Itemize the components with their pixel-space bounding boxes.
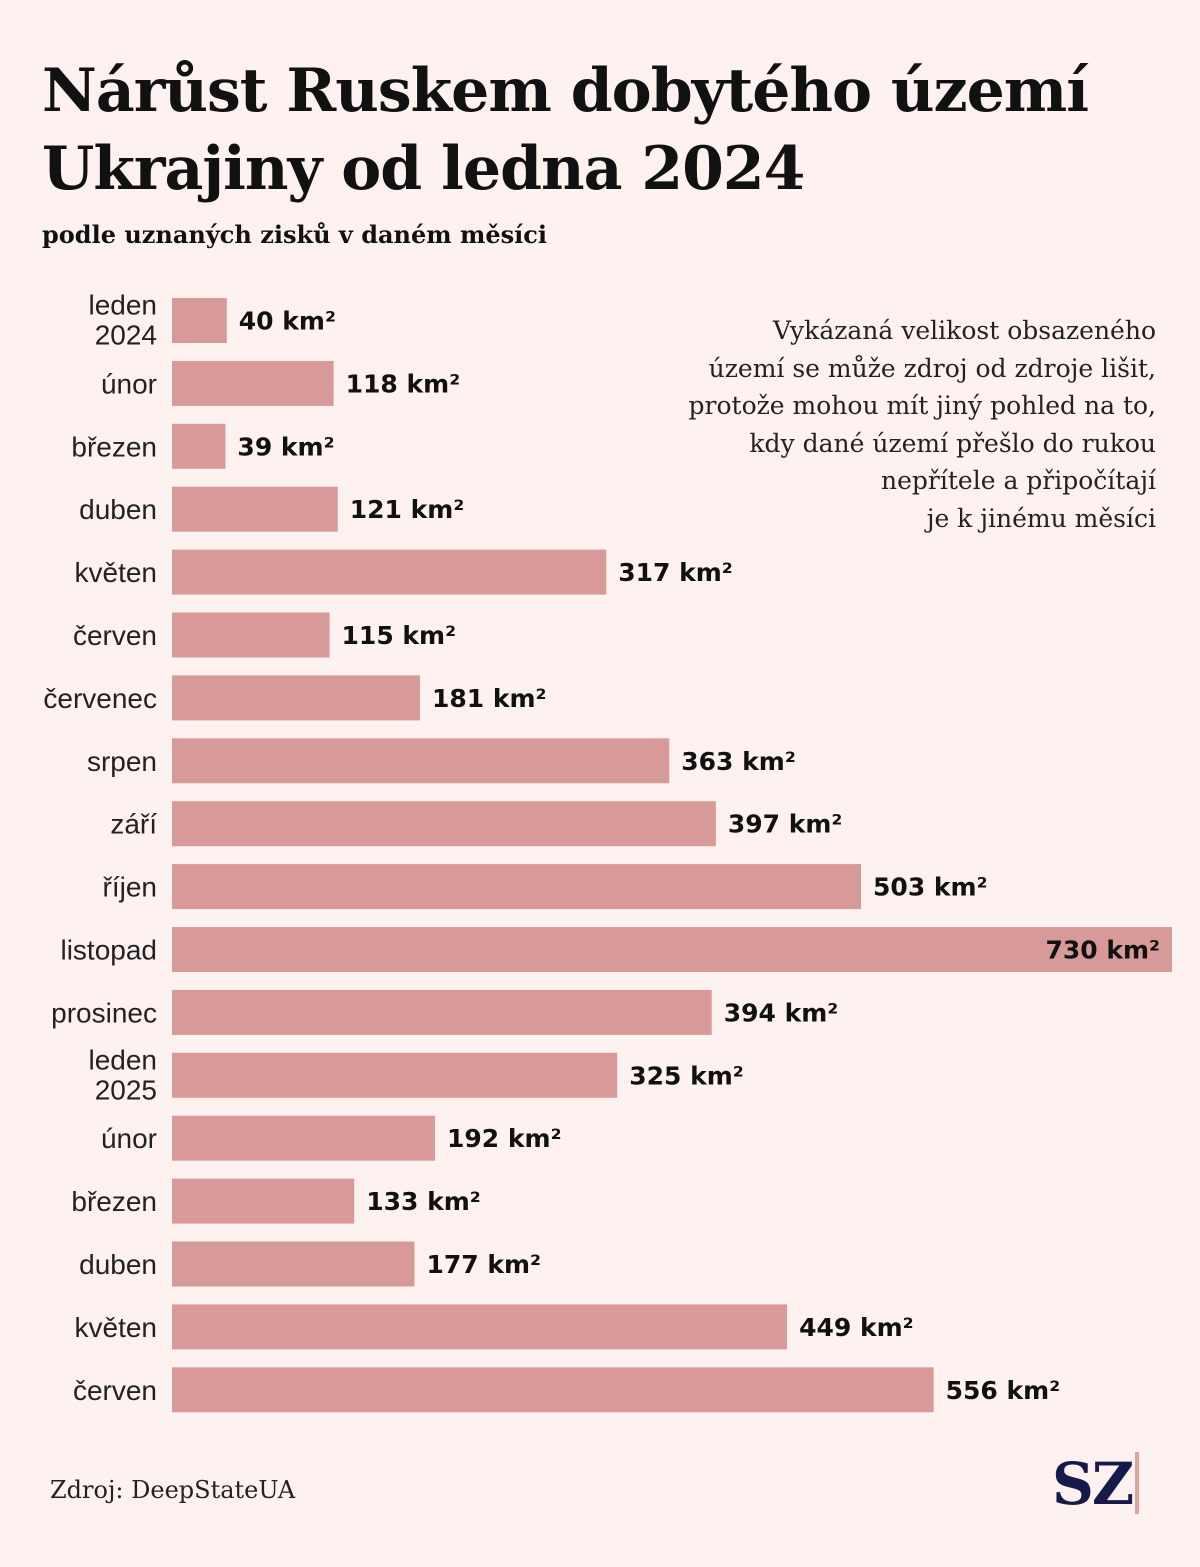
bars-group: 40 km² leden 2024 118 km² únor 39 km² březen 12… <box>43 290 1172 1413</box>
category-label: únor <box>101 1123 157 1154</box>
data-label: 118 km² <box>346 369 461 398</box>
bar <box>172 738 670 784</box>
logo-divider <box>1135 1452 1139 1514</box>
data-label: 121 km² <box>350 495 465 524</box>
category-label: červen <box>73 620 157 651</box>
source-credit: Zdroj: DeepStateUA <box>50 1476 296 1504</box>
category-label: červen <box>73 1375 157 1406</box>
data-label: 133 km² <box>366 1187 481 1216</box>
bar <box>172 1304 788 1350</box>
data-label: 39 km² <box>237 432 334 461</box>
data-label: 177 km² <box>426 1250 541 1279</box>
bar <box>172 1367 934 1413</box>
data-label: 449 km² <box>799 1313 914 1342</box>
category-label: říjen <box>103 872 157 903</box>
bar <box>172 675 420 721</box>
category-label: květen <box>75 557 158 588</box>
bar-chart: 40 km² leden 2024 118 km² únor 39 km² březen 12… <box>43 290 1172 1413</box>
category-label: únor <box>101 368 157 399</box>
bar <box>172 801 716 847</box>
bar <box>172 360 334 406</box>
bar <box>172 1241 415 1287</box>
bar <box>172 1178 355 1224</box>
bar <box>172 612 330 658</box>
data-label: 503 km² <box>873 873 988 902</box>
sz-logo: SZ <box>1052 1450 1134 1518</box>
category-label: listopad <box>60 935 157 966</box>
data-label: 397 km² <box>728 810 843 839</box>
bar <box>172 989 712 1035</box>
bar <box>172 1052 618 1098</box>
category-label: duben <box>79 494 157 525</box>
category-label: duben <box>79 1249 157 1280</box>
category-label: září <box>110 809 157 840</box>
bar <box>172 927 1172 972</box>
category-label: prosinec <box>51 997 157 1028</box>
data-label: 363 km² <box>681 747 796 776</box>
data-label: 115 km² <box>342 621 457 650</box>
category-label: březen <box>71 1186 157 1217</box>
chart-subtitle: podle uznaných zisků v daném měsíci <box>42 220 548 249</box>
category-label: březen <box>71 431 157 462</box>
bar <box>172 864 862 910</box>
data-label: 181 km² <box>432 684 547 713</box>
data-label: 325 km² <box>629 1061 744 1090</box>
category-label: květen <box>75 1312 158 1343</box>
data-label: 40 km² <box>239 307 336 336</box>
bar <box>172 423 226 469</box>
category-label: leden 2025 <box>88 1044 157 1105</box>
chart-title: Nárůst Ruskem dobytého území Ukrajiny od… <box>42 56 1089 204</box>
bar <box>172 486 338 532</box>
data-label: 192 km² <box>447 1124 562 1153</box>
data-label: 317 km² <box>618 558 733 587</box>
data-label: 730 km² <box>1045 936 1160 965</box>
data-label: 394 km² <box>724 998 839 1027</box>
bar <box>172 1115 436 1161</box>
category-label: červenec <box>43 683 157 714</box>
data-label: 556 km² <box>946 1376 1061 1405</box>
category-label: leden 2024 <box>88 290 157 351</box>
chart-note: Vykázaná velikost obsazeného území se mů… <box>688 316 1156 533</box>
bar <box>172 549 607 595</box>
bar <box>172 298 227 343</box>
category-label: srpen <box>87 746 157 777</box>
